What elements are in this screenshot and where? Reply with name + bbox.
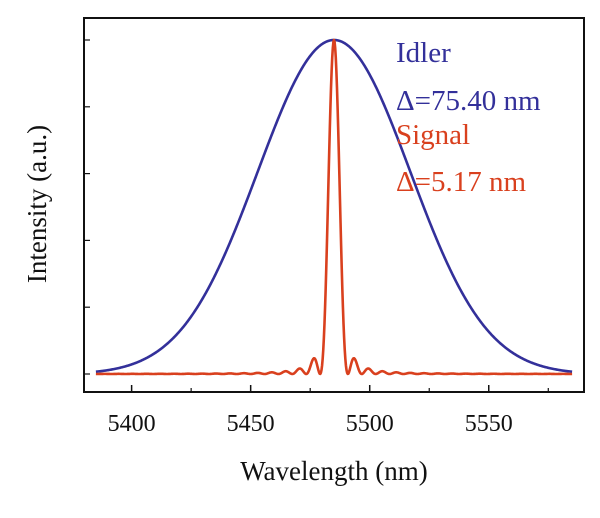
x-tick-label: 5450 [227,411,275,437]
signal-curve [95,38,573,376]
series-layer [95,38,573,376]
legend-signal-width: Δ=5.17 nm [396,166,527,198]
x-ticks: 5400 5450 5500 5550 [108,385,549,437]
legend-idler-width: Δ=75.40 nm [396,85,541,117]
y-ticks [84,39,90,375]
legend-signal-name: Signal [396,119,470,151]
x-tick-label: 5500 [346,411,394,437]
x-axis-label: Wavelength (nm) [240,456,428,486]
y-axis-label: Intensity (a.u.) [22,125,52,283]
x-tick-label: 5400 [108,411,156,437]
plot-frame [83,17,585,393]
legend-idler-name: Idler [396,37,451,69]
x-tick-label: 5550 [465,411,513,437]
